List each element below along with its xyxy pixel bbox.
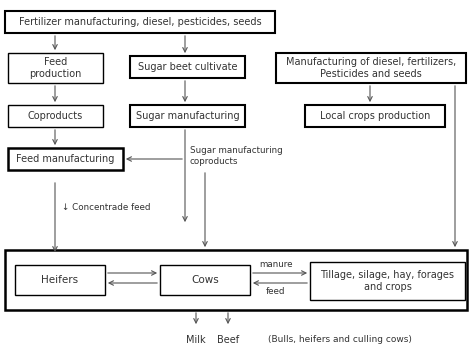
Text: Beef: Beef — [217, 335, 239, 345]
FancyBboxPatch shape — [130, 56, 245, 78]
FancyBboxPatch shape — [310, 262, 465, 300]
Text: Milk: Milk — [186, 335, 206, 345]
Text: Fertilizer manufacturing, diesel, pesticides, seeds: Fertilizer manufacturing, diesel, pestic… — [18, 17, 261, 27]
Text: (Bulls, heifers and culling cows): (Bulls, heifers and culling cows) — [268, 335, 412, 344]
FancyBboxPatch shape — [305, 105, 445, 127]
Text: ↓ Concentrade feed: ↓ Concentrade feed — [62, 202, 151, 212]
Text: Local crops production: Local crops production — [320, 111, 430, 121]
FancyBboxPatch shape — [15, 265, 105, 295]
FancyBboxPatch shape — [130, 105, 245, 127]
Text: Feed manufacturing: Feed manufacturing — [16, 154, 115, 164]
Text: Manufacturing of diesel, fertilizers,
Pesticides and seeds: Manufacturing of diesel, fertilizers, Pe… — [286, 57, 456, 79]
FancyBboxPatch shape — [8, 53, 103, 83]
Text: Sugar beet cultivate: Sugar beet cultivate — [138, 62, 237, 72]
Text: Heifers: Heifers — [41, 275, 79, 285]
Text: feed: feed — [266, 287, 286, 296]
FancyBboxPatch shape — [160, 265, 250, 295]
Text: Sugar manufacturing
coproducts: Sugar manufacturing coproducts — [190, 146, 283, 166]
Text: manure: manure — [259, 260, 293, 269]
Text: Feed
production: Feed production — [29, 57, 82, 79]
Text: Cows: Cows — [191, 275, 219, 285]
FancyBboxPatch shape — [5, 250, 467, 310]
Text: Coproducts: Coproducts — [28, 111, 83, 121]
Text: Tillage, silage, hay, forages
and crops: Tillage, silage, hay, forages and crops — [320, 270, 455, 292]
FancyBboxPatch shape — [5, 11, 275, 33]
FancyBboxPatch shape — [8, 148, 123, 170]
FancyBboxPatch shape — [276, 53, 466, 83]
FancyBboxPatch shape — [8, 105, 103, 127]
Text: Sugar manufacturing: Sugar manufacturing — [136, 111, 239, 121]
